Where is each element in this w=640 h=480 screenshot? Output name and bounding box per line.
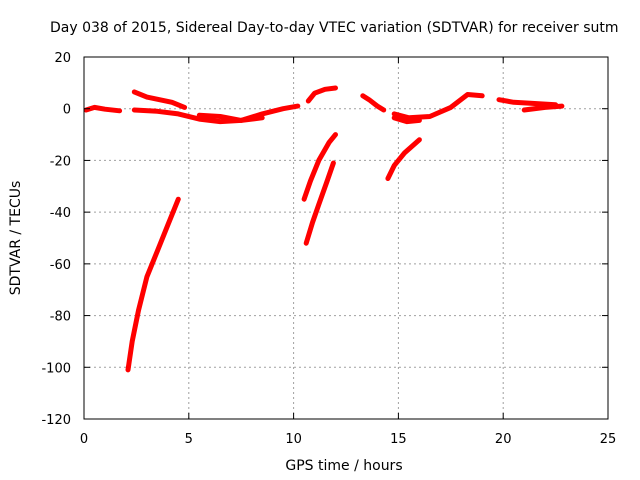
data-trace xyxy=(521,103,565,113)
data-trace xyxy=(391,92,485,121)
data-trace xyxy=(196,112,265,123)
data-traces xyxy=(83,85,565,373)
x-tick-label: 25 xyxy=(600,432,617,447)
y-axis-label: SDTVAR / TECUs xyxy=(8,181,24,296)
data-trace xyxy=(125,196,181,373)
data-trace xyxy=(131,103,301,125)
x-tick-label: 5 xyxy=(185,432,193,447)
data-trace xyxy=(391,115,422,125)
data-trace xyxy=(385,137,422,181)
plot-frame xyxy=(83,56,609,420)
data-trace xyxy=(83,104,123,114)
x-tick-label: 15 xyxy=(390,432,407,447)
x-tick-label: 0 xyxy=(80,432,88,447)
y-tick-label: 0 xyxy=(63,103,71,118)
data-trace xyxy=(303,160,336,246)
data-trace xyxy=(301,132,338,202)
data-trace xyxy=(496,97,559,108)
y-tick-label: -40 xyxy=(50,206,71,221)
data-trace xyxy=(131,89,188,110)
data-trace xyxy=(360,93,387,113)
x-tick-label: 10 xyxy=(285,432,302,447)
chart-title: Day 038 of 2015, Sidereal Day-to-day VTE… xyxy=(50,20,619,36)
y-tick-label: -60 xyxy=(50,258,71,273)
x-tick-label: 20 xyxy=(495,432,512,447)
axis-ticks xyxy=(83,56,609,420)
y-tick-label: -120 xyxy=(41,413,71,428)
y-tick-label: 20 xyxy=(54,51,71,66)
y-tick-labels: -120 -100 -80 -60 -40 -20 0 20 xyxy=(41,51,71,428)
y-tick-label: -20 xyxy=(50,154,71,169)
y-tick-label: -100 xyxy=(41,361,71,376)
x-tick-labels: 0 5 10 15 20 25 xyxy=(80,432,616,447)
y-tick-label: -80 xyxy=(50,310,71,325)
x-axis-label: GPS time / hours xyxy=(285,458,402,474)
data-trace xyxy=(305,85,338,104)
